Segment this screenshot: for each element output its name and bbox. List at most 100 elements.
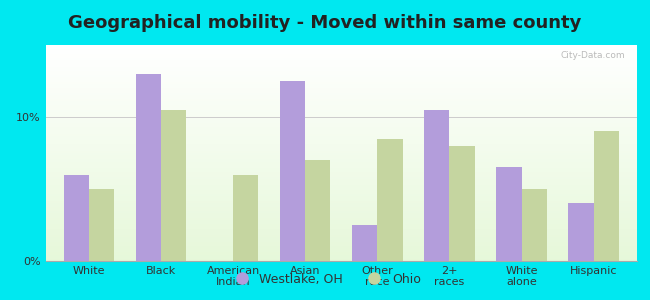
Bar: [46, 164, 637, 166]
Bar: [593, 131, 619, 261]
Bar: [46, 226, 637, 229]
Bar: [46, 252, 637, 254]
Bar: [46, 214, 637, 216]
Bar: [46, 200, 637, 203]
Bar: [46, 84, 637, 86]
Bar: [377, 139, 402, 261]
Bar: [46, 123, 637, 125]
Bar: [46, 146, 637, 149]
Bar: [449, 146, 474, 261]
Bar: [136, 74, 161, 261]
Bar: [46, 153, 637, 155]
Bar: [46, 151, 637, 153]
Bar: [46, 218, 637, 220]
Bar: [46, 99, 637, 101]
Bar: [46, 112, 637, 114]
Bar: [46, 80, 637, 82]
Bar: [46, 177, 637, 179]
Bar: [46, 67, 637, 69]
Bar: [46, 224, 637, 226]
Bar: [46, 118, 637, 121]
Bar: [46, 95, 637, 97]
Bar: [46, 244, 637, 246]
Bar: [46, 207, 637, 209]
Bar: [46, 60, 637, 62]
Bar: [233, 175, 258, 261]
Bar: [46, 216, 637, 218]
Bar: [521, 189, 547, 261]
Bar: [46, 166, 637, 168]
Bar: [46, 52, 637, 54]
Bar: [161, 110, 186, 261]
Bar: [46, 183, 637, 185]
Bar: [46, 192, 637, 194]
Bar: [46, 90, 637, 92]
Bar: [46, 231, 637, 233]
Bar: [46, 75, 637, 77]
Bar: [46, 222, 637, 224]
Bar: [46, 58, 637, 60]
Bar: [569, 203, 593, 261]
Bar: [46, 47, 637, 49]
Bar: [46, 144, 637, 146]
Bar: [46, 229, 637, 231]
Bar: [46, 77, 637, 80]
Bar: [46, 170, 637, 172]
Bar: [46, 242, 637, 244]
Bar: [46, 103, 637, 106]
Bar: [46, 56, 637, 58]
Bar: [46, 259, 637, 261]
Bar: [46, 149, 637, 151]
Bar: [46, 142, 637, 144]
Bar: [46, 97, 637, 99]
Bar: [46, 129, 637, 131]
Bar: [46, 246, 637, 248]
Bar: [46, 205, 637, 207]
Bar: [46, 82, 637, 84]
Bar: [46, 203, 637, 205]
Bar: [46, 101, 637, 103]
Bar: [46, 71, 637, 73]
Bar: [46, 136, 637, 138]
Bar: [46, 45, 637, 47]
Bar: [46, 155, 637, 157]
Bar: [46, 106, 637, 108]
Bar: [46, 108, 637, 110]
Bar: [46, 239, 637, 242]
Bar: [46, 110, 637, 112]
Bar: [46, 131, 637, 134]
Legend: Westlake, OH, Ohio: Westlake, OH, Ohio: [224, 268, 426, 291]
Bar: [306, 160, 330, 261]
Bar: [46, 248, 637, 250]
Text: Geographical mobility - Moved within same county: Geographical mobility - Moved within sam…: [68, 14, 582, 32]
Bar: [46, 121, 637, 123]
Bar: [46, 92, 637, 95]
Bar: [46, 179, 637, 181]
Bar: [64, 175, 89, 261]
Bar: [46, 250, 637, 252]
Bar: [46, 209, 637, 211]
Bar: [46, 62, 637, 64]
Bar: [46, 157, 637, 160]
Bar: [352, 225, 377, 261]
Bar: [46, 185, 637, 188]
Bar: [424, 110, 449, 261]
Bar: [46, 88, 637, 90]
Bar: [280, 81, 305, 261]
Bar: [46, 235, 637, 237]
Bar: [46, 116, 637, 119]
Bar: [46, 220, 637, 222]
Bar: [46, 64, 637, 67]
Bar: [46, 172, 637, 175]
Bar: [46, 194, 637, 196]
Bar: [46, 233, 637, 235]
Bar: [46, 134, 637, 136]
Bar: [46, 114, 637, 116]
Bar: [46, 257, 637, 259]
Bar: [46, 140, 637, 142]
Bar: [46, 175, 637, 177]
Bar: [46, 196, 637, 198]
Bar: [46, 125, 637, 127]
Bar: [46, 254, 637, 257]
Bar: [46, 138, 637, 140]
